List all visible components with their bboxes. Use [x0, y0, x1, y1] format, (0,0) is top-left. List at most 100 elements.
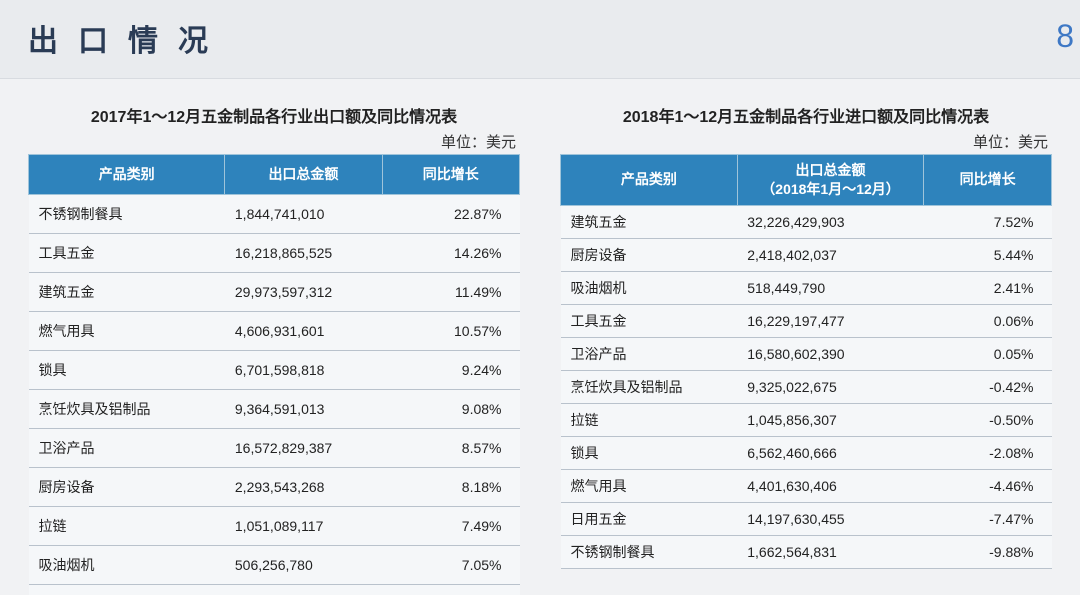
left-table: 产品类别出口总金额同比增长 不锈钢制餐具1,844,741,01022.87%工… — [28, 154, 520, 595]
right-cell: 518,449,790 — [737, 271, 924, 304]
table-row: 吸油烟机506,256,7807.05% — [29, 545, 520, 584]
right-cell: 16,229,197,477 — [737, 304, 924, 337]
left-cell: 卫浴产品 — [29, 428, 225, 467]
left-cell: 1,051,089,117 — [225, 506, 382, 545]
table-row: 日用五金14,197,630,455-7.47% — [561, 502, 1052, 535]
left-col-header: 产品类别 — [29, 155, 225, 195]
table-row: 锁具6,562,460,666-2.08% — [561, 436, 1052, 469]
table-row: 卫浴产品16,572,829,3878.57% — [29, 428, 520, 467]
right-cell: -4.46% — [924, 469, 1052, 502]
right-table: 产品类别出口总金额（2018年1月～12月）同比增长 建筑五金32,226,42… — [560, 154, 1052, 569]
right-cell: -7.47% — [924, 502, 1052, 535]
left-cell: 建筑五金 — [29, 272, 225, 311]
left-cell: 6,701,598,818 — [225, 350, 382, 389]
left-cell: 16,572,829,387 — [225, 428, 382, 467]
left-cell: 燃气用具 — [29, 311, 225, 350]
left-tbody: 不锈钢制餐具1,844,741,01022.87%工具五金16,218,865,… — [29, 194, 520, 595]
left-cell: 工具五金 — [29, 233, 225, 272]
left-thead: 产品类别出口总金额同比增长 — [29, 155, 520, 195]
right-cell: -2.08% — [924, 436, 1052, 469]
page-number-hint: 8 — [1056, 18, 1074, 55]
left-table-title: 2017年1～12月五金制品各行业出口额及同比情况表 — [28, 103, 520, 127]
left-cell: 吸油烟机 — [29, 545, 225, 584]
table-row: 工具五金16,229,197,4770.06% — [561, 304, 1052, 337]
right-cell: 14,197,630,455 — [737, 502, 924, 535]
right-cell: 32,226,429,903 — [737, 205, 924, 238]
right-cell: 16,580,602,390 — [737, 337, 924, 370]
table-row: 工具五金16,218,865,52514.26% — [29, 233, 520, 272]
right-cell: 卫浴产品 — [561, 337, 738, 370]
right-cell: 拉链 — [561, 403, 738, 436]
left-cell: 9.24% — [382, 350, 520, 389]
right-table-title: 2018年1～12月五金制品各行业进口额及同比情况表 — [560, 103, 1052, 127]
right-cell: 烹饪炊具及铝制品 — [561, 370, 738, 403]
left-cell: 8.18% — [382, 467, 520, 506]
right-cell: 9,325,022,675 — [737, 370, 924, 403]
right-cell: 建筑五金 — [561, 205, 738, 238]
table-row: 建筑五金32,226,429,9037.52% — [561, 205, 1052, 238]
left-cell: 不锈钢制餐具 — [29, 194, 225, 233]
left-cell: 29,973,597,312 — [225, 272, 382, 311]
right-thead: 产品类别出口总金额（2018年1月～12月）同比增长 — [561, 155, 1052, 206]
right-cell: 厨房设备 — [561, 238, 738, 271]
left-cell: 4,606,931,601 — [225, 311, 382, 350]
page-title: 出口情况 — [28, 16, 1052, 60]
table-row: 锁具6,701,598,8189.24% — [29, 350, 520, 389]
right-cell: 6,562,460,666 — [737, 436, 924, 469]
right-col-header: 同比增长 — [924, 155, 1052, 206]
right-panel: 2018年1～12月五金制品各行业进口额及同比情况表 单位：美元 产品类别出口总… — [560, 103, 1052, 595]
left-cell: 拉链 — [29, 506, 225, 545]
table-row: 日用五金15,344,221,4762.71% — [29, 584, 520, 595]
right-col-header: 出口总金额（2018年1月～12月） — [737, 155, 924, 206]
left-table-unit: 单位：美元 — [28, 131, 520, 152]
left-cell: 10.57% — [382, 311, 520, 350]
right-cell: 燃气用具 — [561, 469, 738, 502]
right-cell: 2,418,402,037 — [737, 238, 924, 271]
right-cell: 日用五金 — [561, 502, 738, 535]
right-cell: 0.05% — [924, 337, 1052, 370]
table-row: 烹饪炊具及铝制品9,325,022,675-0.42% — [561, 370, 1052, 403]
left-cell: 14.26% — [382, 233, 520, 272]
right-cell: 5.44% — [924, 238, 1052, 271]
right-cell: -9.88% — [924, 535, 1052, 568]
right-cell: -0.42% — [924, 370, 1052, 403]
right-col-header: 产品类别 — [561, 155, 738, 206]
right-cell: -0.50% — [924, 403, 1052, 436]
left-cell: 9.08% — [382, 389, 520, 428]
table-row: 燃气用具4,606,931,60110.57% — [29, 311, 520, 350]
left-cell: 11.49% — [382, 272, 520, 311]
right-cell: 1,662,564,831 — [737, 535, 924, 568]
right-cell: 工具五金 — [561, 304, 738, 337]
page-header: 出口情况 — [0, 0, 1080, 79]
left-col-header: 出口总金额 — [225, 155, 382, 195]
left-cell: 15,344,221,476 — [225, 584, 382, 595]
left-cell: 2,293,543,268 — [225, 467, 382, 506]
table-row: 厨房设备2,293,543,2688.18% — [29, 467, 520, 506]
right-cell: 0.06% — [924, 304, 1052, 337]
left-cell: 厨房设备 — [29, 467, 225, 506]
left-cell: 7.49% — [382, 506, 520, 545]
right-cell: 7.52% — [924, 205, 1052, 238]
left-cell: 16,218,865,525 — [225, 233, 382, 272]
content-area: 2017年1～12月五金制品各行业出口额及同比情况表 单位：美元 产品类别出口总… — [0, 79, 1080, 595]
right-cell: 吸油烟机 — [561, 271, 738, 304]
left-cell: 1,844,741,010 — [225, 194, 382, 233]
right-tbody: 建筑五金32,226,429,9037.52%厨房设备2,418,402,037… — [561, 205, 1052, 568]
left-cell: 烹饪炊具及铝制品 — [29, 389, 225, 428]
left-cell: 506,256,780 — [225, 545, 382, 584]
left-cell: 22.87% — [382, 194, 520, 233]
left-col-header: 同比增长 — [382, 155, 520, 195]
left-cell: 锁具 — [29, 350, 225, 389]
table-row: 建筑五金29,973,597,31211.49% — [29, 272, 520, 311]
table-row: 吸油烟机518,449,7902.41% — [561, 271, 1052, 304]
right-cell: 不锈钢制餐具 — [561, 535, 738, 568]
left-cell: 9,364,591,013 — [225, 389, 382, 428]
right-cell: 4,401,630,406 — [737, 469, 924, 502]
table-row: 烹饪炊具及铝制品9,364,591,0139.08% — [29, 389, 520, 428]
table-row: 不锈钢制餐具1,662,564,831-9.88% — [561, 535, 1052, 568]
right-cell: 2.41% — [924, 271, 1052, 304]
left-cell: 2.71% — [382, 584, 520, 595]
left-cell: 日用五金 — [29, 584, 225, 595]
right-table-unit: 单位：美元 — [560, 131, 1052, 152]
table-row: 卫浴产品16,580,602,3900.05% — [561, 337, 1052, 370]
